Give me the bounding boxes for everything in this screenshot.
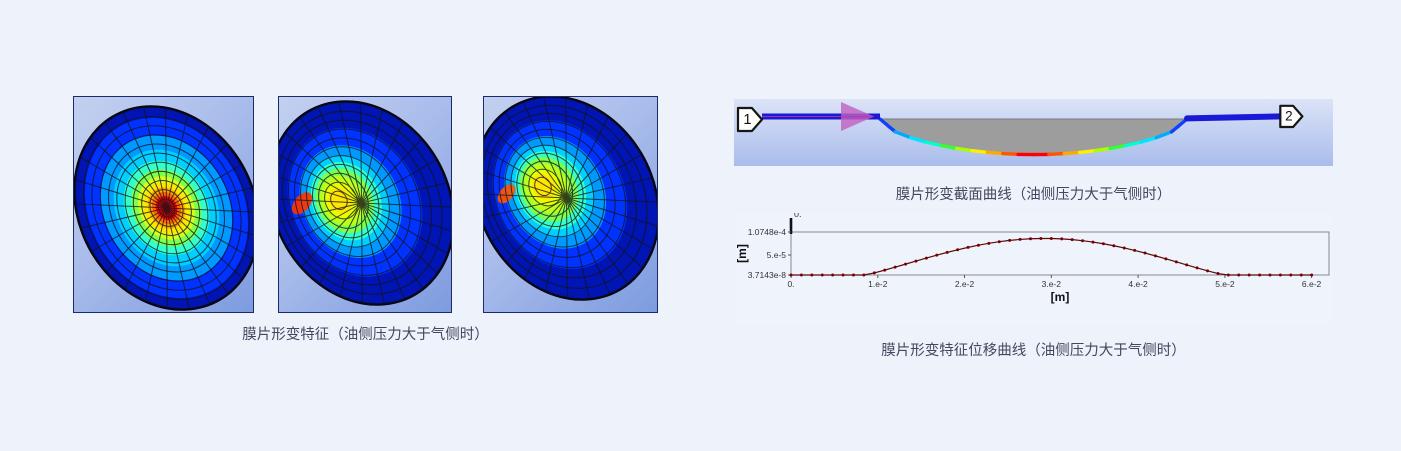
svg-text:5.e-2: 5.e-2 (1215, 279, 1235, 289)
svg-text:[m]: [m] (735, 244, 749, 263)
svg-text:0.: 0. (787, 279, 794, 289)
svg-text:0.: 0. (794, 213, 802, 219)
svg-text:1: 1 (743, 112, 751, 128)
svg-text:[m]: [m] (1051, 290, 1070, 304)
svg-text:5.e-5: 5.e-5 (767, 250, 787, 260)
svg-text:1.e-2: 1.e-2 (868, 279, 888, 289)
svg-text:1.0748e-4: 1.0748e-4 (748, 227, 787, 237)
svg-text:3.e-2: 3.e-2 (1042, 279, 1062, 289)
svg-text:2.e-2: 2.e-2 (955, 279, 975, 289)
svg-text:6.e-2: 6.e-2 (1302, 279, 1322, 289)
svg-text:2: 2 (1285, 109, 1293, 124)
svg-text:4.e-2: 4.e-2 (1128, 279, 1148, 289)
svg-text:3.7143e-8: 3.7143e-8 (748, 270, 787, 280)
